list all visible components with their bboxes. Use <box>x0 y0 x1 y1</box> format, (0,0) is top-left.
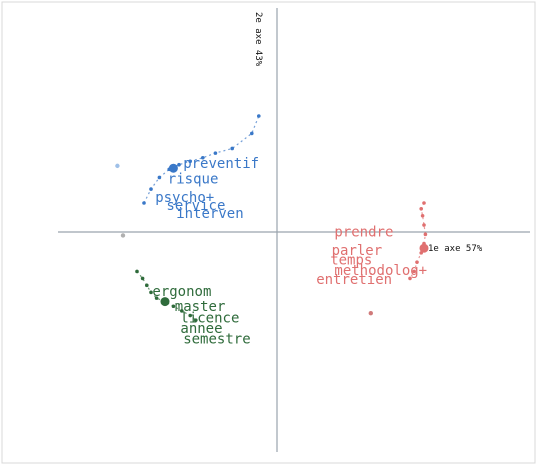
term-label: service <box>166 198 225 214</box>
arc-trail <box>136 271 197 321</box>
term-label: psycho+ <box>155 190 214 206</box>
term-label: ergonom <box>152 284 211 300</box>
y-axis-label: 2e axe 43% <box>253 12 263 67</box>
arc-point <box>201 155 205 160</box>
arc-trail <box>409 202 427 279</box>
data-marks <box>115 114 429 322</box>
term-label: risque <box>168 171 219 187</box>
arc-point <box>177 162 181 167</box>
cluster-centroid <box>168 163 178 173</box>
stray-point <box>368 311 373 316</box>
term-label: entretien <box>316 272 392 288</box>
term-label: interven <box>176 206 243 222</box>
arc-point <box>422 223 426 227</box>
x-axis-label: 1e axe 57% <box>428 244 483 254</box>
stray-point <box>120 233 126 238</box>
stray-point <box>115 163 120 169</box>
term-label: temps <box>330 252 372 268</box>
arc-point <box>154 296 159 300</box>
arc-point <box>194 318 198 322</box>
axes <box>58 8 530 452</box>
term-label: methodolog+ <box>334 263 427 279</box>
cluster-centroid <box>160 297 170 307</box>
term-label: preventif <box>183 156 259 172</box>
cluster-centroid <box>419 243 429 253</box>
term-label: semestre <box>183 331 250 347</box>
term-label: annee <box>180 321 222 337</box>
arc-trail <box>143 115 260 204</box>
arc-point <box>423 232 428 237</box>
term-label: licence <box>180 310 239 326</box>
term-label: parler <box>332 243 383 259</box>
arc-point <box>420 213 425 218</box>
term-label: prendre <box>334 225 393 241</box>
term-label: master <box>175 299 226 315</box>
arc-point <box>408 276 412 281</box>
